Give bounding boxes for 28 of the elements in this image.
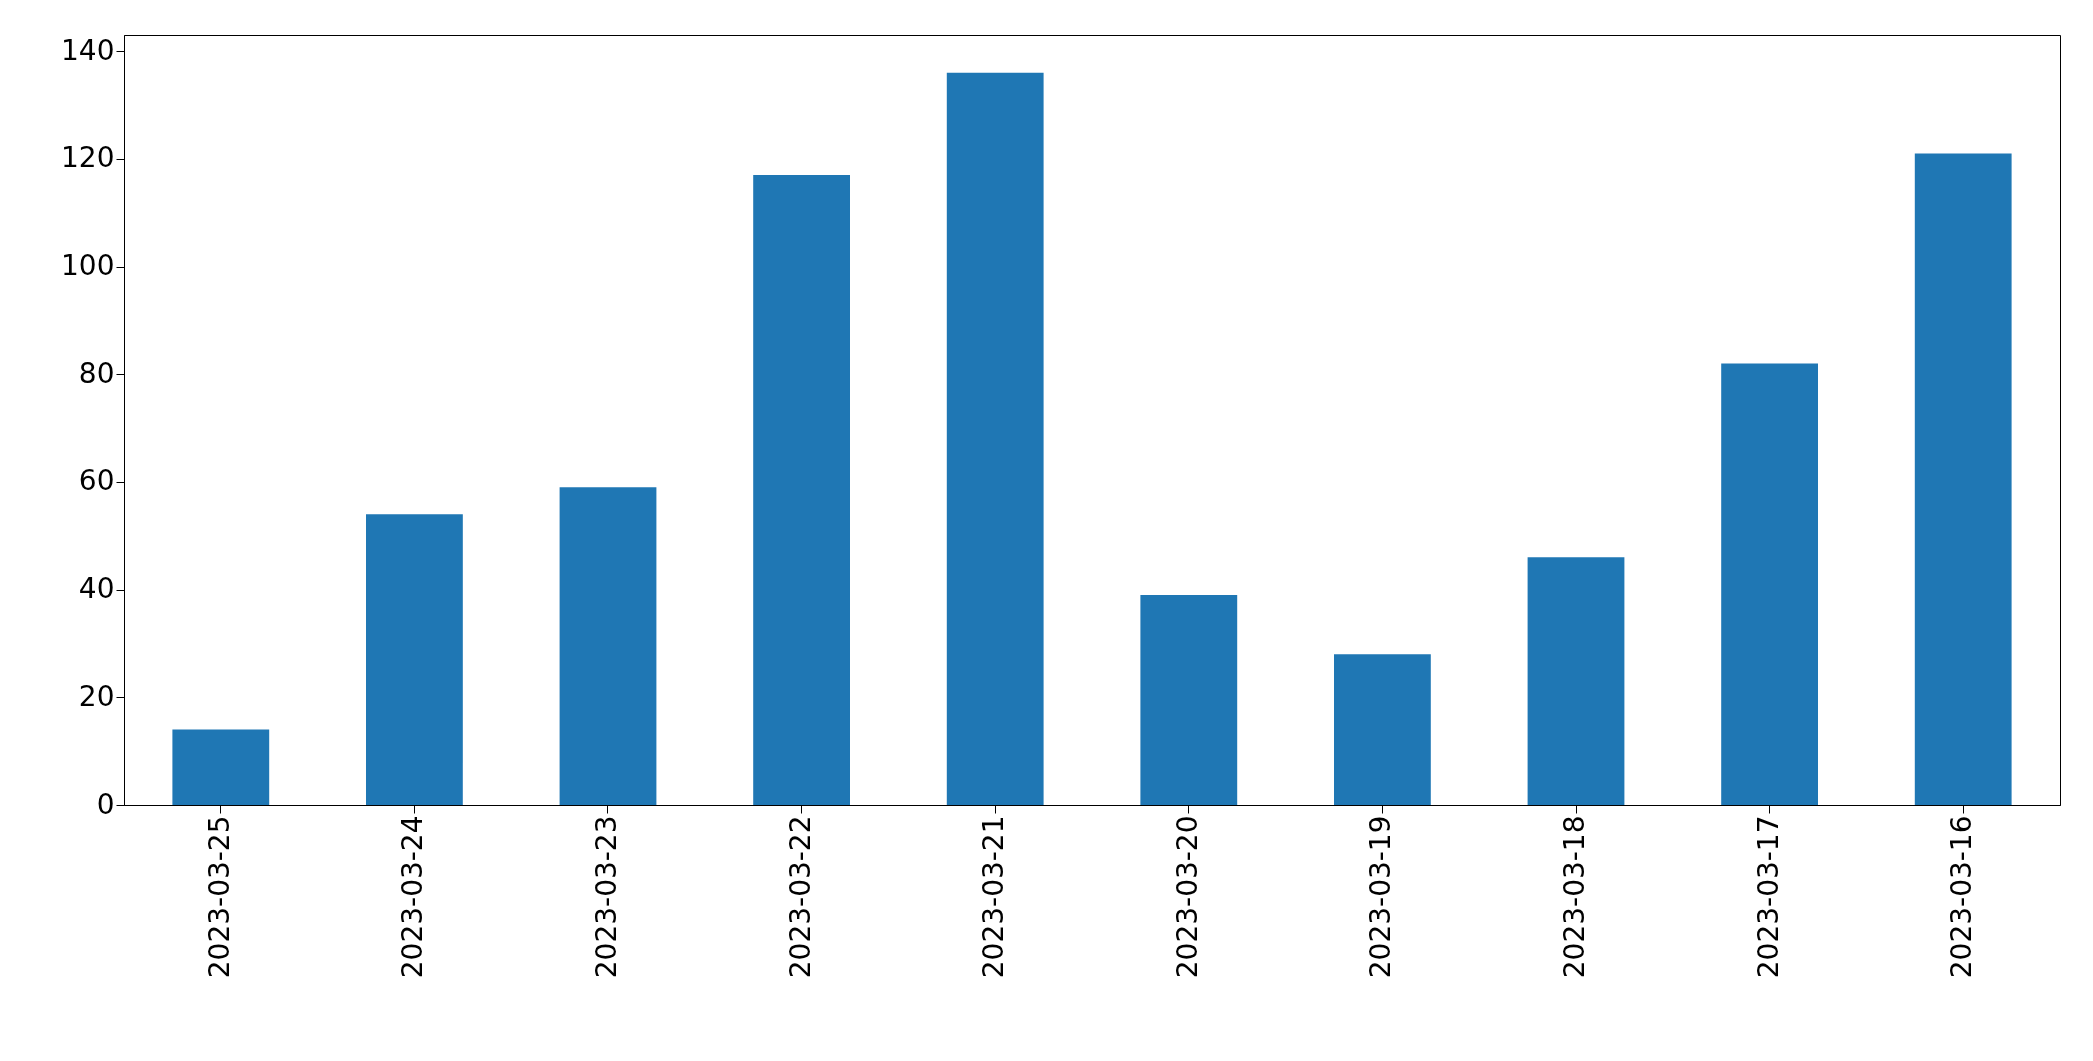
y-tick-label: 60: [78, 464, 115, 498]
bar: [559, 487, 657, 805]
bar: [1721, 363, 1818, 805]
bar: [172, 729, 270, 805]
x-tick-label: 2023-03-21: [977, 815, 1011, 979]
x-tick-label: 2023-03-16: [1945, 815, 1979, 979]
y-tick-label: 20: [78, 679, 115, 713]
bar: [1914, 153, 2012, 805]
bar: [946, 72, 1044, 805]
bar: [1334, 654, 1431, 805]
y-tick-label: 140: [61, 33, 115, 67]
x-tick-label: 2023-03-22: [783, 815, 817, 979]
x-tick-label: 2023-03-24: [396, 815, 430, 979]
y-tick-label: 0: [96, 787, 115, 821]
bar: [366, 514, 463, 805]
x-tick-label: 2023-03-17: [1751, 815, 1785, 979]
bar: [753, 175, 850, 805]
bar: [1140, 595, 1238, 805]
y-tick-label: 80: [78, 356, 115, 390]
x-tick-label: 2023-03-19: [1364, 815, 1398, 979]
x-tick-label: 2023-03-25: [202, 815, 236, 979]
x-tick-label: 2023-03-23: [590, 815, 623, 979]
y-tick-label: 40: [78, 572, 115, 606]
y-tick-label: 100: [61, 249, 115, 283]
x-tick-label: 2023-03-18: [1558, 815, 1591, 979]
y-tick-label: 120: [61, 141, 115, 175]
x-tick-label: 2023-03-20: [1170, 815, 1204, 979]
bar: [1527, 557, 1625, 805]
